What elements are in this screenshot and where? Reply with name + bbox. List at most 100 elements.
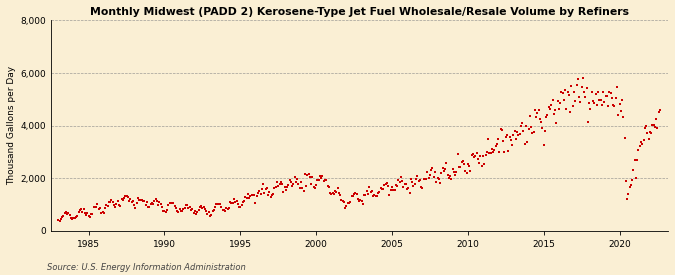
Point <box>581 86 592 91</box>
Point <box>117 198 128 202</box>
Point <box>599 100 610 104</box>
Point <box>558 98 569 103</box>
Point <box>129 203 140 207</box>
Point <box>105 200 115 204</box>
Point <box>283 183 294 188</box>
Point <box>229 196 240 201</box>
Point <box>76 207 86 212</box>
Point <box>111 202 122 206</box>
Point <box>574 95 585 100</box>
Point <box>558 91 568 95</box>
Point <box>442 173 453 177</box>
Point <box>352 197 363 201</box>
Point <box>130 206 141 210</box>
Point <box>371 194 382 198</box>
Point <box>139 199 150 203</box>
Point <box>54 219 65 224</box>
Point <box>608 103 618 107</box>
Point <box>383 184 394 188</box>
Point <box>506 138 516 142</box>
Point <box>520 123 531 128</box>
Point <box>589 100 599 105</box>
Point <box>59 211 70 215</box>
Point <box>292 177 302 181</box>
Point <box>178 207 189 212</box>
Point <box>269 186 280 190</box>
Point <box>616 109 626 114</box>
Point <box>651 117 661 121</box>
Point <box>128 199 138 204</box>
Point <box>254 189 265 194</box>
Point <box>646 130 657 135</box>
Point <box>546 103 557 108</box>
Point <box>192 210 202 214</box>
Point <box>55 217 66 221</box>
Point <box>491 142 502 147</box>
Point <box>379 183 390 188</box>
Point <box>568 103 578 108</box>
Point <box>264 190 275 194</box>
Y-axis label: Thousand Gallons per Day: Thousand Gallons per Day <box>7 66 16 185</box>
Point <box>479 162 489 167</box>
Title: Monthly Midwest (PADD 2) Kerosene-Type Jet Fuel Wholesale/Resale Volume by Refin: Monthly Midwest (PADD 2) Kerosene-Type J… <box>90 7 629 17</box>
Point <box>362 192 373 196</box>
Point <box>531 115 541 119</box>
Point <box>275 179 286 184</box>
Point <box>325 190 335 195</box>
Point <box>630 176 641 180</box>
Point <box>296 180 306 185</box>
Point <box>57 214 68 219</box>
Point <box>368 194 379 199</box>
Point <box>61 210 72 214</box>
Point <box>131 201 142 205</box>
Point <box>471 151 482 155</box>
Point <box>495 127 506 131</box>
Point <box>591 103 602 107</box>
Point <box>466 153 477 157</box>
Point <box>63 211 74 215</box>
Point <box>251 194 262 199</box>
Point <box>102 204 113 208</box>
Point <box>165 201 176 205</box>
Point <box>163 203 173 208</box>
Point <box>620 179 631 183</box>
Point <box>517 121 528 125</box>
Point <box>632 158 643 162</box>
Point <box>287 184 298 189</box>
Point <box>633 148 644 152</box>
Point <box>242 192 253 196</box>
Point <box>639 126 650 131</box>
Point <box>510 137 521 141</box>
Point <box>298 189 309 193</box>
Point <box>86 212 97 216</box>
Point <box>488 150 499 155</box>
Point <box>561 107 572 111</box>
Point <box>84 215 95 219</box>
Point <box>186 208 196 213</box>
Point <box>396 175 406 180</box>
Point <box>300 184 311 188</box>
Point <box>365 189 376 194</box>
Point <box>146 200 157 205</box>
Point <box>628 168 639 172</box>
Point <box>439 168 450 173</box>
Point <box>523 127 534 131</box>
Point <box>148 202 159 207</box>
Point <box>82 211 92 216</box>
Point <box>215 202 225 206</box>
Point <box>250 201 261 205</box>
Point <box>384 193 395 197</box>
Point <box>116 197 127 201</box>
Point <box>326 192 337 197</box>
Point <box>342 201 353 206</box>
Point <box>464 164 475 168</box>
Point <box>74 208 85 213</box>
Point <box>121 193 132 198</box>
Point <box>176 208 186 213</box>
Point <box>290 175 300 180</box>
Point <box>73 209 84 214</box>
Point <box>220 208 231 213</box>
Point <box>346 194 357 198</box>
Point <box>149 199 160 204</box>
Point <box>119 196 130 200</box>
